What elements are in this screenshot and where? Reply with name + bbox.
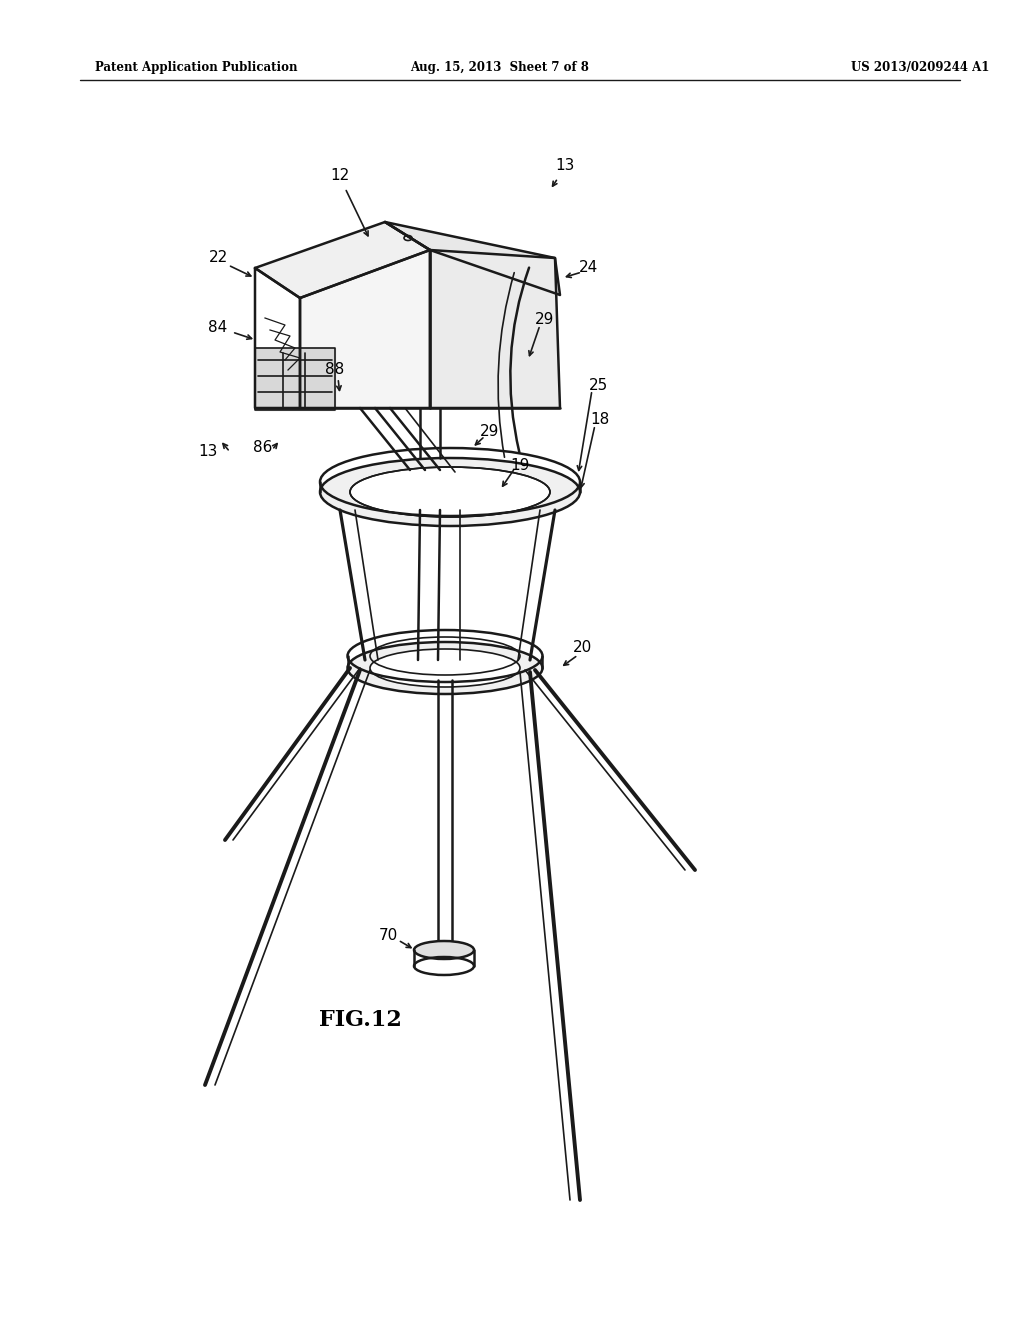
Ellipse shape [350,467,550,517]
Text: 18: 18 [591,412,609,428]
Text: FIG.12: FIG.12 [318,1008,401,1031]
Text: 20: 20 [572,640,592,656]
Text: 25: 25 [589,378,607,392]
Text: 12: 12 [331,168,349,182]
Polygon shape [300,249,430,408]
Text: 88: 88 [326,363,345,378]
Polygon shape [385,222,560,294]
Ellipse shape [414,941,474,960]
Text: 22: 22 [208,251,227,265]
Text: Aug. 15, 2013  Sheet 7 of 8: Aug. 15, 2013 Sheet 7 of 8 [411,62,590,74]
Text: 29: 29 [536,313,555,327]
Text: 29: 29 [480,425,500,440]
Text: 13: 13 [555,157,574,173]
Text: 84: 84 [208,321,227,335]
Text: 24: 24 [579,260,598,276]
Text: 13: 13 [199,445,218,459]
Text: 19: 19 [510,458,529,473]
Text: 86: 86 [253,441,272,455]
Polygon shape [255,348,335,411]
Text: US 2013/0209244 A1: US 2013/0209244 A1 [851,62,989,74]
Ellipse shape [347,642,543,694]
Text: Patent Application Publication: Patent Application Publication [95,62,298,74]
Ellipse shape [370,649,520,686]
Polygon shape [430,249,560,408]
Polygon shape [255,222,430,298]
Text: 70: 70 [379,928,397,942]
Polygon shape [255,268,300,408]
Ellipse shape [319,458,580,525]
